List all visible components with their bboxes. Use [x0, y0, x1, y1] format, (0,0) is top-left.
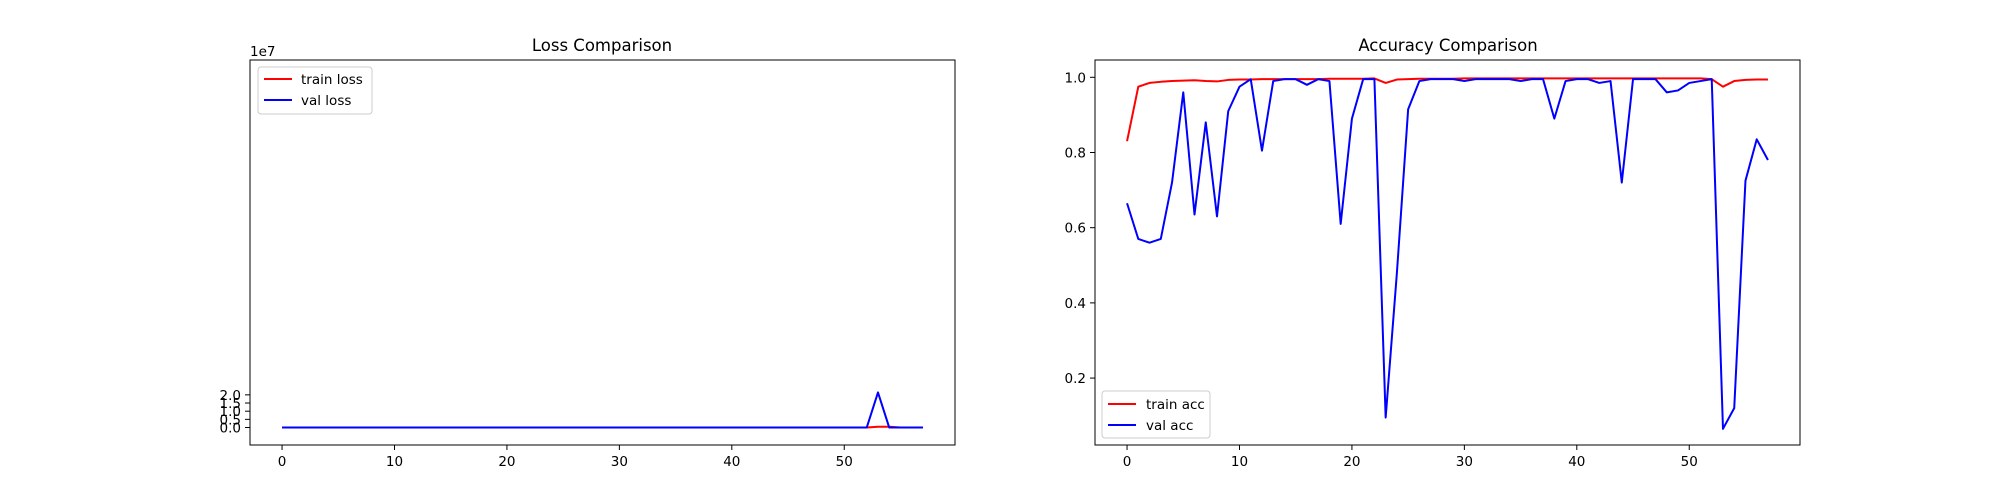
x-tick-label: 50 [1681, 454, 1698, 470]
y-tick-label: 0.5 [220, 412, 241, 428]
y-tick-label: 0.6 [1065, 221, 1086, 237]
x-tick-label: 10 [386, 454, 403, 470]
accuracy-plot-frame [1094, 59, 1801, 446]
x-tick-label: 30 [1456, 454, 1473, 470]
accuracy-legend-train-label: train acc [1146, 397, 1205, 413]
accuracy-x-ticks: 0 10 20 30 40 50 [1123, 445, 1698, 470]
loss-chart-title: Loss Comparison [532, 36, 672, 55]
y-tick-label: 1.0 [220, 404, 241, 420]
accuracy-chart-title: Accuracy Comparison [1358, 36, 1537, 55]
loss-series-val-line [282, 391, 923, 429]
y-tick-label: 0.0 [220, 421, 241, 437]
x-tick-label: 40 [723, 454, 740, 470]
accuracy-y-ticks: 0.2 0.4 0.6 0.8 1.0 [1065, 70, 1095, 387]
accuracy-lines [1126, 77, 1769, 430]
x-tick-label: 50 [836, 454, 853, 470]
accuracy-legend: train acc val acc [1101, 390, 1211, 439]
y-tick-label: 0.4 [1065, 296, 1086, 312]
x-tick-label: 40 [1568, 454, 1585, 470]
loss-legend-train-label: train loss [301, 72, 363, 88]
y-tick-label: 0.8 [1065, 145, 1086, 161]
accuracy-series-val-line [1126, 78, 1769, 430]
y-tick-label: 0.2 [1065, 371, 1086, 387]
x-tick-label: 0 [1123, 454, 1132, 470]
accuracy-legend-box [1101, 390, 1211, 439]
accuracy-chart: Accuracy Comparison 0 10 20 30 40 50 0.20.40.… [1065, 36, 1801, 470]
x-tick-label: 20 [498, 454, 515, 470]
loss-chart: Loss Comparison 1e7 0 10 20 30 40 50 0.00.51.… [220, 36, 956, 470]
loss-y-ticks: 0.00.51.01.52.0 [220, 388, 250, 437]
y-tick-label: 1.0 [1065, 70, 1086, 86]
loss-legend: train loss val loss [257, 66, 373, 115]
loss-offset-label: 1e7 [250, 44, 275, 60]
x-tick-label: 20 [1343, 454, 1360, 470]
loss-lines [282, 391, 923, 429]
x-tick-label: 0 [278, 454, 287, 470]
loss-x-ticks: 0 10 20 30 40 50 [278, 445, 853, 470]
accuracy-legend-val-label: val acc [1146, 418, 1193, 434]
x-tick-label: 30 [611, 454, 628, 470]
x-tick-label: 10 [1231, 454, 1248, 470]
y-tick-label: 2.0 [220, 388, 241, 404]
loss-plot-frame [249, 59, 956, 446]
y-tick-label: 1.5 [220, 396, 241, 412]
loss-legend-val-label: val loss [301, 93, 351, 109]
